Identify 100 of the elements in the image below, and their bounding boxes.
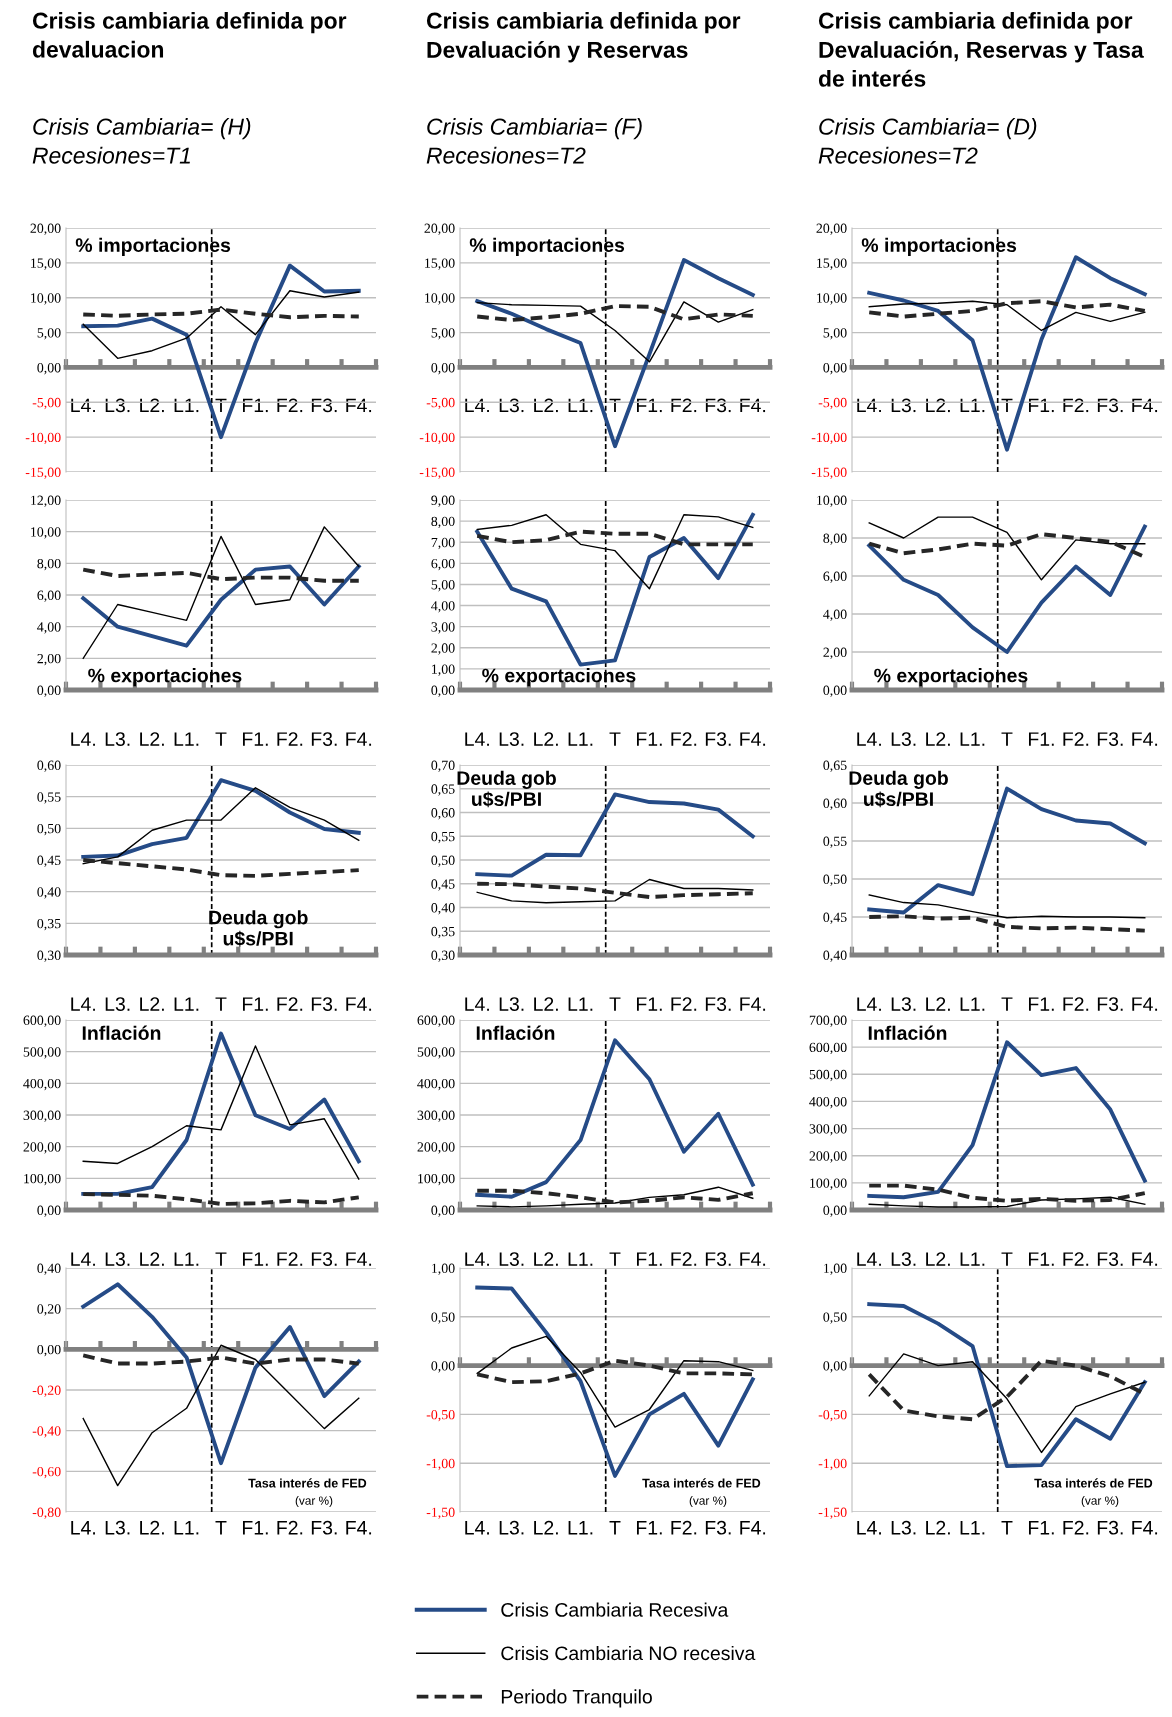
x-tick-label: F2. <box>671 1520 697 1535</box>
y-tick-label: -10,00 <box>811 432 847 445</box>
x-tick-label: F1. <box>1028 1521 1054 1535</box>
y-tick-label: 4,00 <box>431 601 455 613</box>
y-tick-label: -1,00 <box>426 1458 455 1471</box>
y-tick-label: 15,00 <box>31 258 61 270</box>
y-tick-label: 0,50 <box>823 1312 847 1324</box>
x-tick-label: L1. <box>568 732 593 746</box>
y-tick-label: 0,00 <box>823 1361 847 1373</box>
y-tick-label: 0,50 <box>431 1312 455 1324</box>
x-tick-label: F3. <box>705 1252 731 1266</box>
y-tick-label: 300,00 <box>809 1124 847 1136</box>
y-tick-label: 10,00 <box>31 527 61 539</box>
y-tick-label: 0,65 <box>823 760 847 772</box>
y-tick-label: 4,00 <box>823 609 847 621</box>
y-tick-label: 0,35 <box>431 926 455 939</box>
x-tick-label: F4. <box>740 1252 766 1266</box>
x-tick-label: L1. <box>568 1521 593 1535</box>
x-tick-label: L4. <box>857 1521 881 1535</box>
y-tick-label: 6,00 <box>37 590 61 602</box>
x-tick-label: F3. <box>705 732 731 746</box>
x-tick-label: F4. <box>1132 1252 1158 1266</box>
x-tick-label: F3. <box>1097 1520 1123 1535</box>
x-tick-label: L2. <box>534 997 558 1011</box>
y-tick-label: 20,00 <box>424 223 455 235</box>
y-tick-label: 0,55 <box>431 831 455 844</box>
y-tick-label: 400,00 <box>417 1078 455 1091</box>
y-tick-label: 0,00 <box>37 363 61 375</box>
y-tick-label: 5,00 <box>431 328 455 340</box>
x-tick-label: L1. <box>174 732 199 746</box>
x-tick-label: F3. <box>311 1520 337 1535</box>
annotation: (var %) <box>1081 1496 1119 1508</box>
y-tick-label: 2,00 <box>823 647 847 659</box>
y-tick-label: -10,00 <box>25 432 61 445</box>
x-tick-label: L3. <box>105 997 130 1011</box>
x-tick-label: F1. <box>242 398 268 413</box>
x-tick-label: F4. <box>1132 997 1158 1011</box>
x-tick-label: F2. <box>277 1252 303 1266</box>
y-tick-label: 0,55 <box>823 836 847 848</box>
x-tick-label: T <box>609 732 621 746</box>
legend-label: Crisis Cambiaria Recesiva <box>501 1602 729 1617</box>
y-tick-label: 6,00 <box>431 558 455 571</box>
y-tick-label: -5,00 <box>818 397 847 410</box>
annotation: Tasa interés de FED <box>1034 1478 1153 1488</box>
x-tick-label: L2. <box>140 997 164 1011</box>
y-tick-label: 400,00 <box>809 1097 847 1109</box>
y-tick-label: -15,00 <box>419 467 455 479</box>
chart-title: Crisis cambiaria definida por Devaluación, Reservas y Tasa de interés <box>818 12 1144 87</box>
x-tick-label: F1. <box>242 1521 268 1535</box>
x-tick-label: T <box>215 732 227 746</box>
x-tick-label: L2. <box>140 1520 164 1535</box>
y-tick-label: 700,00 <box>809 1015 847 1027</box>
x-tick-label: T <box>1001 1521 1013 1535</box>
x-tick-label: F3. <box>1097 1252 1123 1266</box>
x-tick-label: L3. <box>499 732 524 746</box>
x-tick-label: F4. <box>346 997 372 1011</box>
x-tick-label: F4. <box>740 1521 766 1535</box>
chart-subtitle: Crisis Cambiaria= (F) Recesiones=T2 <box>426 118 642 164</box>
x-tick-label: L3. <box>105 398 130 413</box>
x-tick-label: L1. <box>174 997 199 1011</box>
x-tick-label: F1. <box>242 997 268 1011</box>
x-tick-label: F1. <box>636 732 662 746</box>
annotation: Deuda gob u$s/PBI <box>457 770 556 808</box>
annotation: Inflación <box>868 1025 947 1040</box>
x-tick-label: F1. <box>1028 398 1054 413</box>
y-tick-label: -0,50 <box>426 1409 455 1422</box>
x-tick-label: T <box>1001 997 1013 1011</box>
y-tick-label: 0,00 <box>37 1205 61 1217</box>
y-tick-label: 200,00 <box>23 1142 61 1154</box>
x-tick-label: L4. <box>465 997 489 1011</box>
x-tick-label: L2. <box>534 1520 558 1535</box>
y-tick-label: 0,40 <box>37 1263 61 1275</box>
y-tick-label: 0,45 <box>431 879 455 891</box>
y-tick-label: 6,00 <box>823 571 847 583</box>
x-tick-label: F4. <box>1132 732 1158 746</box>
annotation: % exportaciones <box>88 668 242 687</box>
x-tick-label: F1. <box>636 997 662 1011</box>
x-tick-label: F4. <box>346 1252 372 1266</box>
y-tick-label: 2,00 <box>37 653 61 666</box>
x-tick-label: F4. <box>740 732 766 746</box>
y-tick-label: 5,00 <box>37 328 61 340</box>
annotation: Deuda gob u$s/PBI <box>849 770 948 808</box>
y-tick-label: 9,00 <box>431 495 455 507</box>
x-tick-label: F1. <box>636 398 662 413</box>
y-tick-label: 8,00 <box>823 533 847 545</box>
annotation: % importaciones <box>469 237 625 256</box>
x-tick-label: F1. <box>1028 997 1054 1011</box>
y-tick-label: 600,00 <box>809 1042 847 1055</box>
x-tick-label: L3. <box>499 1520 524 1535</box>
x-tick-label: F2. <box>277 1520 303 1535</box>
x-tick-label: F1. <box>242 732 268 746</box>
y-tick-label: -0,60 <box>32 1466 61 1479</box>
x-tick-label: L1. <box>174 1521 199 1535</box>
y-tick-label: 20,00 <box>30 223 61 235</box>
x-tick-label: F1. <box>1028 732 1054 746</box>
y-tick-label: 5,00 <box>823 328 847 340</box>
x-tick-label: F3. <box>705 997 731 1011</box>
y-tick-label: 200,00 <box>809 1151 847 1163</box>
annotation: Tasa interés de FED <box>248 1478 367 1488</box>
x-tick-label: F3. <box>1097 398 1123 413</box>
